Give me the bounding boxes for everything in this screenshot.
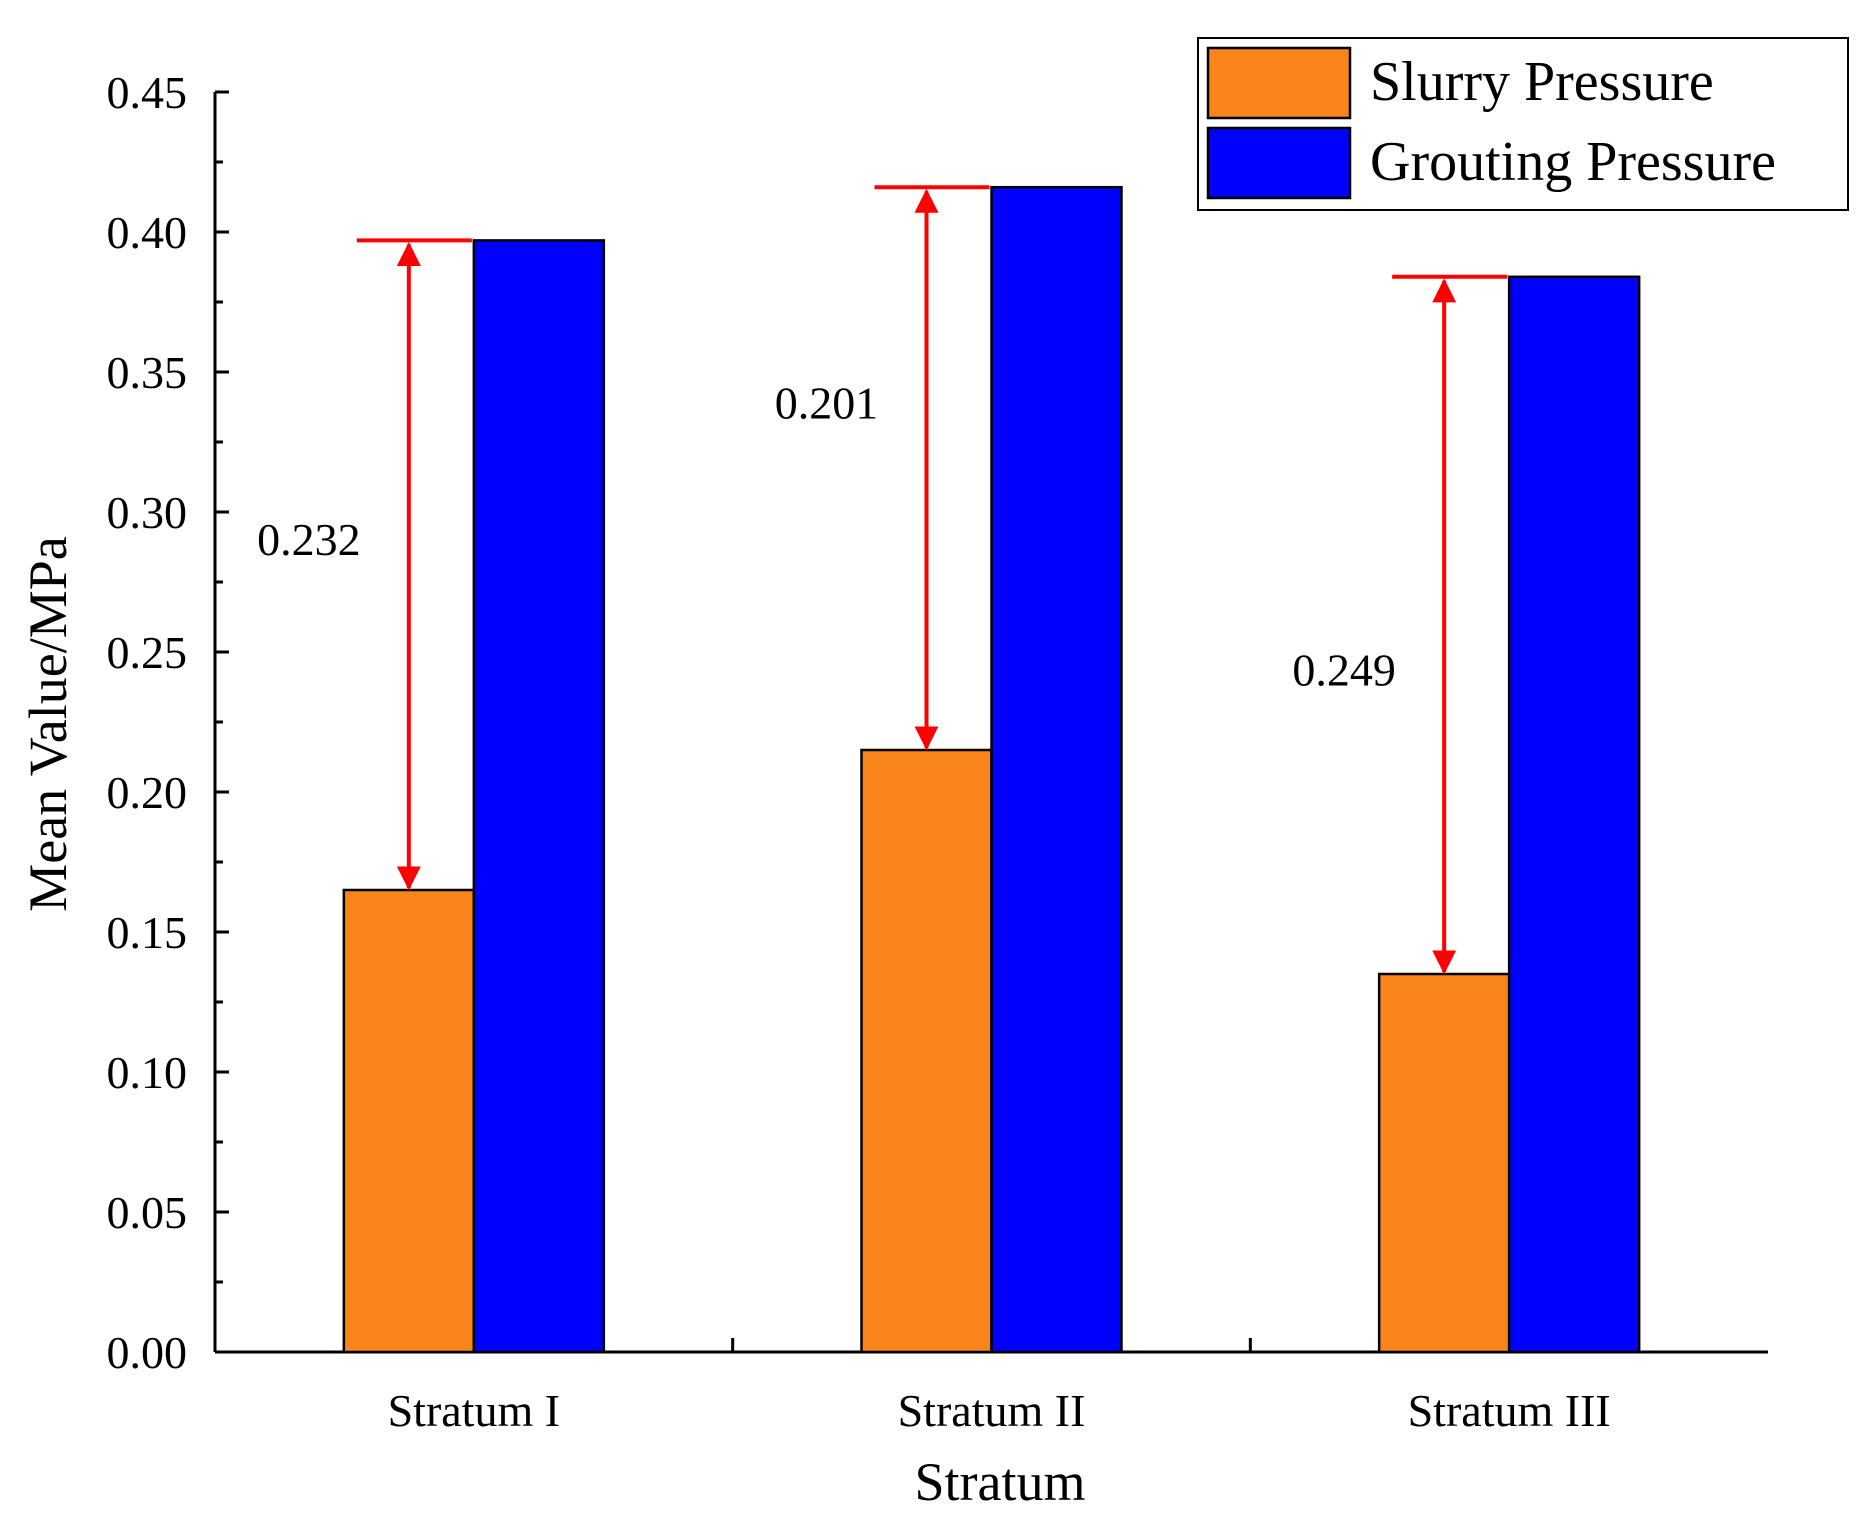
bar-slurry-pressure [1377,972,1511,1354]
difference-label: 0.232 [257,514,361,565]
y-tick-label: 0.30 [107,487,188,538]
difference-label: 0.201 [775,378,879,429]
bar-grouting-pressure [1507,275,1641,1354]
x-tick-label: Stratum I [388,1385,560,1436]
legend-label: Grouting Pressure [1370,131,1776,193]
x-tick-label: Stratum II [898,1385,1086,1436]
y-tick-label: 0.45 [107,67,188,118]
y-tick-label: 0.40 [107,207,188,258]
y-axis-title: Mean Value/MPa [18,536,78,911]
plot-area: 0.00 0.05 0.10 0.15 0.20 0.25 0.30 0.35 0.40 0.45… [107,67,1768,1436]
legend-swatch [1206,46,1352,120]
x-axis-title: Stratum [915,1452,1086,1512]
difference-label: 0.249 [1292,644,1396,695]
bar-slurry-pressure [860,748,993,1354]
y-tick-label: 0.15 [107,907,188,958]
bar-grouting-pressure [990,185,1123,1354]
y-tick-label: 0.35 [107,347,188,398]
legend: Slurry Pressure Grouting Pressure [1197,37,1849,211]
legend-swatch [1206,126,1352,200]
x-tick-label: Stratum III [1408,1385,1611,1436]
y-tick-label: 0.05 [107,1187,188,1238]
y-tick-label: 0.20 [107,767,188,818]
bar-slurry-pressure [342,888,476,1354]
bar-grouting-pressure [472,239,606,1354]
y-tick-label: 0.00 [107,1327,188,1378]
y-tick-label: 0.25 [107,627,188,678]
y-tick-label: 0.10 [107,1047,188,1098]
legend-label: Slurry Pressure [1370,51,1714,113]
